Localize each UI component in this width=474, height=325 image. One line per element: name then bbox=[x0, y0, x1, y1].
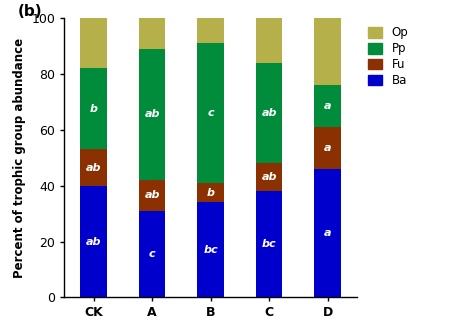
Bar bbox=[81, 68, 107, 150]
Text: bc: bc bbox=[262, 239, 276, 249]
Text: ab: ab bbox=[145, 110, 160, 120]
Bar bbox=[139, 49, 165, 180]
Bar bbox=[198, 18, 224, 43]
Text: a: a bbox=[324, 101, 331, 111]
Bar bbox=[256, 191, 283, 297]
Bar bbox=[198, 183, 224, 202]
Bar bbox=[198, 43, 224, 183]
Text: ab: ab bbox=[145, 190, 160, 201]
Bar bbox=[314, 85, 341, 127]
Text: b: b bbox=[90, 104, 98, 114]
Text: bc: bc bbox=[203, 245, 218, 255]
Text: c: c bbox=[149, 249, 155, 259]
Bar bbox=[198, 202, 224, 297]
Bar bbox=[256, 18, 283, 63]
Bar bbox=[81, 186, 107, 297]
Text: a: a bbox=[324, 228, 331, 238]
Text: c: c bbox=[207, 108, 214, 118]
Bar bbox=[314, 127, 341, 169]
Text: b: b bbox=[207, 188, 215, 198]
Bar bbox=[139, 18, 165, 49]
Bar bbox=[139, 180, 165, 211]
Text: a: a bbox=[324, 143, 331, 153]
Text: ab: ab bbox=[261, 172, 277, 182]
Bar bbox=[314, 169, 341, 297]
Bar bbox=[81, 150, 107, 186]
Bar bbox=[81, 18, 107, 68]
Text: ab: ab bbox=[261, 108, 277, 118]
Bar bbox=[256, 163, 283, 191]
Text: ab: ab bbox=[86, 237, 101, 247]
Bar bbox=[139, 211, 165, 297]
Legend: Op, Pp, Fu, Ba: Op, Pp, Fu, Ba bbox=[366, 24, 411, 90]
Text: ab: ab bbox=[86, 162, 101, 173]
Bar bbox=[314, 18, 341, 85]
Y-axis label: Percent of trophic group abundance: Percent of trophic group abundance bbox=[13, 38, 26, 278]
Text: (b): (b) bbox=[18, 4, 42, 19]
Bar bbox=[256, 63, 283, 163]
